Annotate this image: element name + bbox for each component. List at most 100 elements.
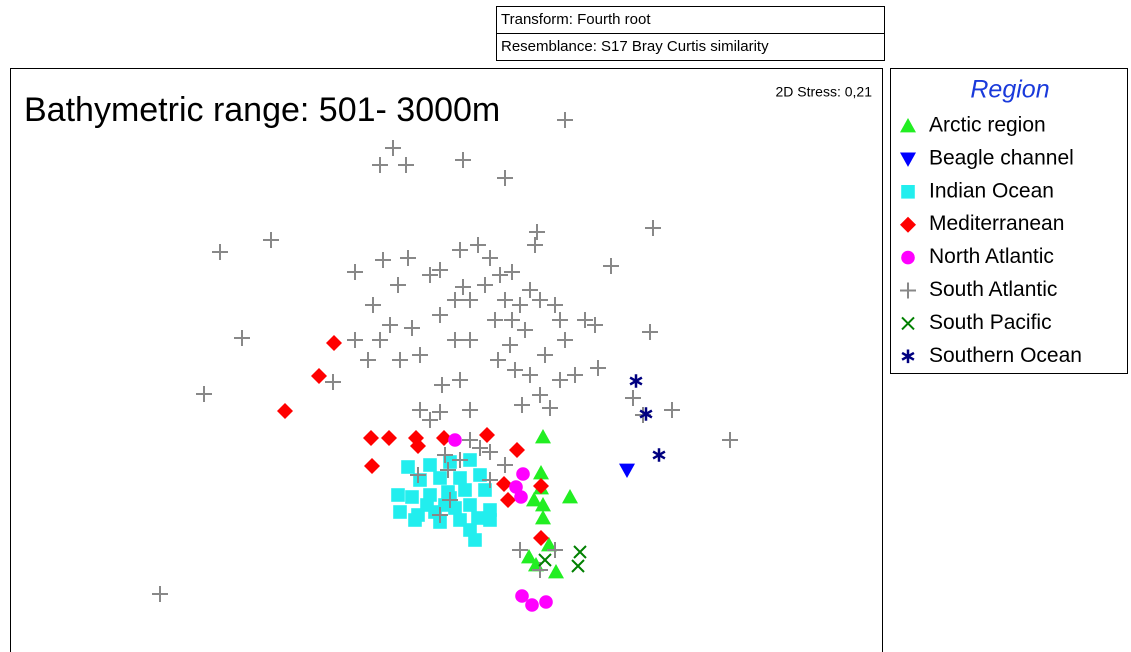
point bbox=[410, 438, 426, 454]
point bbox=[497, 457, 513, 473]
point bbox=[432, 507, 448, 523]
point bbox=[539, 595, 553, 609]
point bbox=[420, 498, 434, 512]
point bbox=[363, 430, 379, 446]
point bbox=[497, 170, 513, 186]
point bbox=[482, 250, 498, 266]
point bbox=[412, 402, 428, 418]
legend-marker bbox=[900, 118, 916, 133]
point bbox=[196, 386, 212, 402]
point bbox=[547, 297, 563, 313]
point bbox=[562, 489, 578, 504]
point bbox=[347, 264, 363, 280]
point bbox=[625, 390, 641, 406]
point bbox=[504, 312, 520, 328]
note: Resemblance: S17 Bray Curtis similarity bbox=[501, 38, 769, 55]
point bbox=[525, 598, 539, 612]
point bbox=[391, 488, 405, 502]
point bbox=[393, 505, 407, 519]
point bbox=[533, 465, 549, 480]
point bbox=[535, 497, 551, 512]
point bbox=[462, 402, 478, 418]
point bbox=[722, 432, 738, 448]
point bbox=[541, 537, 557, 552]
legend-label: Southern Ocean bbox=[929, 344, 1082, 367]
point bbox=[535, 510, 551, 525]
point bbox=[398, 157, 414, 173]
point bbox=[557, 112, 573, 128]
point bbox=[533, 478, 549, 494]
point bbox=[482, 472, 498, 488]
point bbox=[552, 372, 568, 388]
point bbox=[487, 312, 503, 328]
legend-label: Indian Ocean bbox=[929, 179, 1054, 202]
point bbox=[372, 157, 388, 173]
point bbox=[152, 586, 168, 602]
point bbox=[552, 312, 568, 328]
point bbox=[590, 360, 606, 376]
point bbox=[492, 267, 508, 283]
stress-annotation: 2D Stress: 0,21 bbox=[776, 84, 873, 100]
point bbox=[277, 403, 293, 419]
plot-frame bbox=[10, 68, 883, 652]
point bbox=[408, 513, 422, 527]
point bbox=[432, 307, 448, 323]
point bbox=[458, 483, 472, 497]
point bbox=[538, 553, 552, 567]
point bbox=[507, 362, 523, 378]
legend-marker bbox=[900, 152, 916, 167]
point bbox=[385, 140, 401, 156]
point bbox=[463, 453, 477, 467]
point bbox=[573, 545, 587, 559]
legend-label: South Atlantic bbox=[929, 278, 1057, 301]
point bbox=[472, 440, 488, 456]
point bbox=[443, 455, 457, 469]
legend-label: North Atlantic bbox=[929, 245, 1054, 268]
point bbox=[440, 462, 456, 478]
point bbox=[470, 237, 486, 253]
point bbox=[619, 463, 635, 478]
point bbox=[500, 492, 516, 508]
point bbox=[512, 297, 528, 313]
point bbox=[434, 377, 450, 393]
point bbox=[455, 152, 471, 168]
point bbox=[529, 224, 545, 240]
point bbox=[482, 444, 498, 460]
point bbox=[514, 490, 528, 504]
point bbox=[436, 430, 452, 446]
point bbox=[432, 404, 448, 420]
legend-marker bbox=[900, 282, 916, 299]
point bbox=[447, 292, 463, 308]
point bbox=[490, 352, 506, 368]
point bbox=[517, 322, 533, 338]
legend-box bbox=[890, 68, 1128, 374]
chart-title: Bathymetric range: 501- 3000m bbox=[24, 91, 500, 129]
point bbox=[532, 292, 548, 308]
point bbox=[639, 407, 653, 421]
legend-label: Beagle channel bbox=[929, 146, 1074, 169]
point bbox=[392, 352, 408, 368]
point bbox=[405, 490, 419, 504]
point bbox=[234, 330, 250, 346]
point bbox=[326, 335, 342, 351]
point bbox=[509, 442, 525, 458]
point bbox=[548, 564, 564, 579]
legend-label: Mediterranean bbox=[929, 212, 1064, 235]
point bbox=[413, 473, 427, 487]
point bbox=[438, 498, 452, 512]
point bbox=[496, 476, 512, 492]
point bbox=[522, 282, 538, 298]
point bbox=[473, 468, 487, 482]
point bbox=[432, 262, 448, 278]
point bbox=[603, 258, 619, 274]
point bbox=[471, 511, 485, 525]
point bbox=[452, 452, 468, 468]
point bbox=[527, 237, 543, 253]
point bbox=[514, 397, 530, 413]
point bbox=[453, 471, 467, 485]
point bbox=[468, 533, 482, 547]
point bbox=[311, 368, 327, 384]
point bbox=[504, 264, 520, 280]
